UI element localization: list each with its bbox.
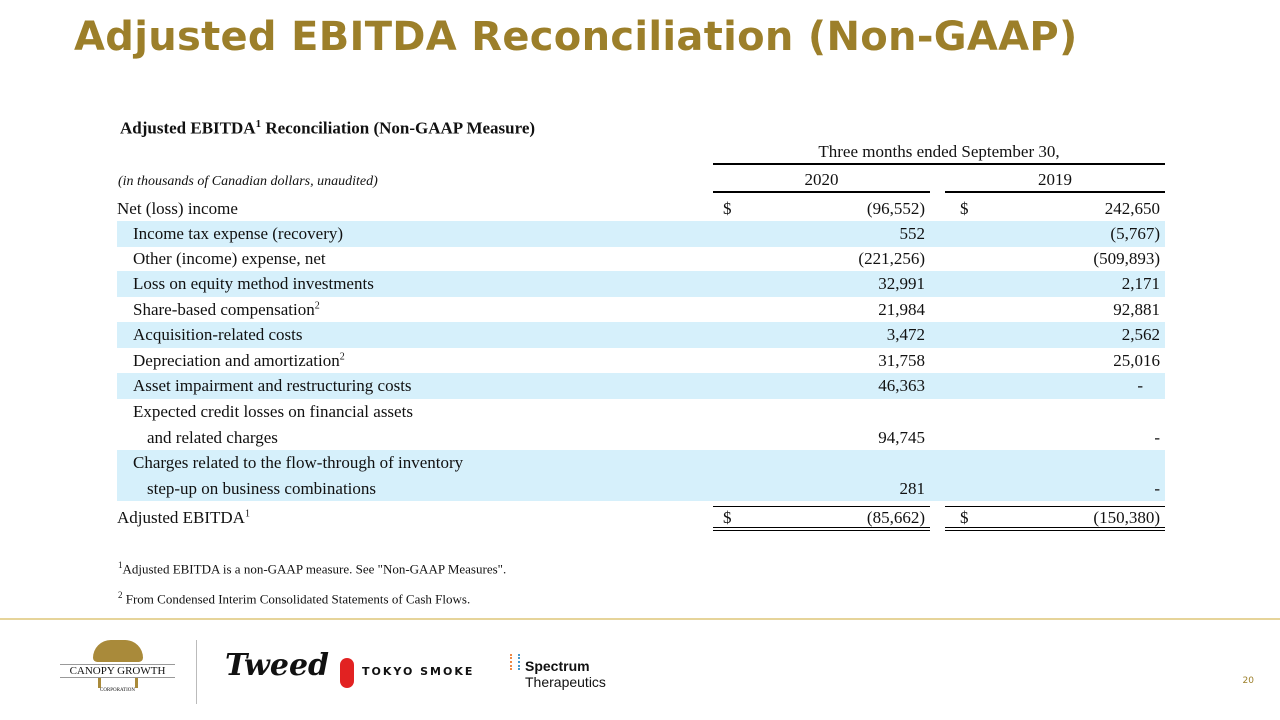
row-label-text: Acquisition-related costs <box>133 325 303 344</box>
value-2019: - <box>1154 479 1160 498</box>
value-2020: 3,472 <box>886 325 925 344</box>
table-row: Acquisition-related costs 3,472 2,562 <box>117 322 1165 348</box>
row-label: Net (loss) income <box>117 199 238 219</box>
tweed-logo: Tweed <box>225 648 330 683</box>
footnote-1: 1Adjusted EBITDA is a non-GAAP measure. … <box>118 560 506 577</box>
row-label-text: Share-based compensation <box>133 300 315 319</box>
logo-separator <box>196 640 197 704</box>
canopy-sub: CORPORATION <box>99 688 135 693</box>
value-2019: 92,881 <box>1113 300 1160 319</box>
value-2019: 25,016 <box>1113 351 1160 370</box>
footnote-ref: 1 <box>244 508 250 520</box>
tokyo-smoke-icon <box>340 658 354 688</box>
row-label-text: Adjusted EBITDA <box>117 508 245 527</box>
row-label-text: Net (loss) income <box>117 199 238 218</box>
row-label-text: Depreciation and amortization <box>133 351 340 370</box>
row-label: Charges related to the flow-through of i… <box>133 453 463 473</box>
canopy-text: CANOPY GROWTH <box>60 664 175 678</box>
tokyo-smoke-logo: TOKYO SMOKE <box>362 665 475 678</box>
currency-symbol: $ <box>960 508 969 527</box>
value-2019: (150,380) <box>1093 508 1160 527</box>
row-label-cont: and related charges <box>147 428 278 447</box>
year-header-2020: 2020 <box>713 170 930 193</box>
year-header-2019: 2019 <box>945 170 1165 193</box>
row-label-text: Charges related to the flow-through of i… <box>133 453 464 472</box>
footnote-mark: 2 <box>118 590 123 600</box>
row-label: Asset impairment and restructuring costs <box>133 376 412 396</box>
table-title-b: Reconciliation (Non-GAAP Measure) <box>261 118 536 138</box>
value-2019: - <box>1137 376 1143 395</box>
row-label: Adjusted EBITDA1 <box>117 508 250 528</box>
table-row: Expected credit losses on financial asse… <box>117 399 1165 450</box>
page-number: 20 <box>1242 676 1254 686</box>
value-2019: - <box>1154 428 1160 447</box>
brand-logos: CANOPY GROWTH CORPORATION Tweed TOKYO SM… <box>0 640 640 710</box>
row-label-cont: step-up on business combinations <box>147 479 377 498</box>
row-label: Loss on equity method investments <box>133 274 374 294</box>
currency-symbol: $ <box>723 508 732 527</box>
footnote-ref: 2 <box>314 300 320 312</box>
table-row: Loss on equity method investments 32,991 2… <box>117 271 1165 297</box>
table-title: Adjusted EBITDA1 Reconciliation (Non-GAA… <box>120 118 535 139</box>
slide-title: Adjusted EBITDA Reconciliation (Non-GAAP… <box>74 14 1078 60</box>
currency-symbol: $ <box>960 199 969 218</box>
divider <box>0 618 1280 620</box>
table-row: Depreciation and amortization2 31,758 25,0… <box>117 348 1165 374</box>
value-2020: (85,662) <box>866 508 925 527</box>
row-label-text: Income tax expense (recovery) <box>133 224 344 243</box>
value-2019: 2,171 <box>1121 274 1160 293</box>
spectrum-burst-icon <box>510 654 520 670</box>
row-label-text: Other (income) expense, net <box>133 249 326 268</box>
footnote-text: From Condensed Interim Consolidated Stat… <box>122 591 471 607</box>
table-row: Asset impairment and restructuring costs… <box>117 373 1165 399</box>
table-row: Net (loss) income $ $ (96,552) 242,650 <box>117 196 1165 222</box>
footnote-mark: 1 <box>118 560 123 570</box>
table-row: Share-based compensation2 21,984 92,881 <box>117 297 1165 323</box>
period-header: Three months ended September 30, <box>713 142 1165 165</box>
row-label-text: Loss on equity method investments <box>133 274 374 293</box>
row-label: Other (income) expense, net <box>133 249 326 269</box>
value-2019: 2,562 <box>1121 325 1160 344</box>
value-2020: 31,758 <box>878 351 925 370</box>
value-2019: (5,767) <box>1110 224 1160 243</box>
units-note: (in thousands of Canadian dollars, unaud… <box>118 174 378 189</box>
total-underline-2019 <box>945 506 1165 531</box>
table-row: Charges related to the flow-through of i… <box>117 450 1165 501</box>
value-2019: (509,893) <box>1093 249 1160 268</box>
row-label-text: Expected credit losses on financial asse… <box>133 402 413 421</box>
row-label: Income tax expense (recovery) <box>133 224 343 244</box>
row-label: Acquisition-related costs <box>133 325 303 345</box>
currency-symbol: $ <box>723 199 732 218</box>
row-label-text: Asset impairment and restructuring costs <box>133 376 412 395</box>
spectrum-logo: Spectrum <box>525 658 590 674</box>
footnote-text: Adjusted EBITDA is a non-GAAP measure. S… <box>122 561 507 577</box>
trunks-icon <box>97 678 138 688</box>
value-2019: 242,650 <box>1104 199 1160 218</box>
row-label: Expected credit losses on financial asse… <box>133 402 413 422</box>
value-2020: (221,256) <box>858 249 925 268</box>
table-row: Income tax expense (recovery) 552 (5,767) <box>117 221 1165 247</box>
spectrum-logo-sub: Therapeutics <box>525 674 606 690</box>
value-2020: 552 <box>899 224 926 243</box>
footnote-ref: 2 <box>339 351 345 363</box>
value-2020: 46,363 <box>878 376 925 395</box>
table-title-a: Adjusted EBITDA <box>120 118 256 138</box>
tree-icon <box>92 640 143 662</box>
value-2020: 94,745 <box>878 428 925 447</box>
value-2020: 21,984 <box>878 300 925 319</box>
table-row: Adjusted EBITDA1 $ $ (85,662) (150,380) <box>117 505 1165 531</box>
value-2020: (96,552) <box>866 199 925 218</box>
row-label: Depreciation and amortization2 <box>133 351 345 371</box>
total-underline-2020 <box>713 506 930 531</box>
row-label: Share-based compensation2 <box>133 300 320 320</box>
value-2020: 32,991 <box>878 274 925 293</box>
table-row: Other (income) expense, net (221,256) (509… <box>117 246 1165 272</box>
canopy-growth-logo: CANOPY GROWTH CORPORATION <box>60 640 175 705</box>
footnote-2: 2 From Condensed Interim Consolidated St… <box>118 590 470 607</box>
footnote-ref: 1 <box>255 118 262 130</box>
value-2020: 281 <box>899 479 926 498</box>
